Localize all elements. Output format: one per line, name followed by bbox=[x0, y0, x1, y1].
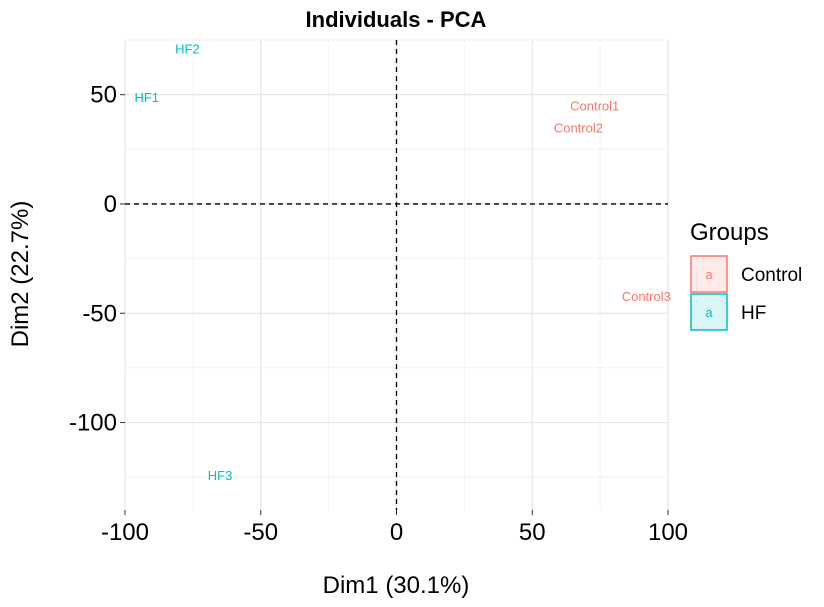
legend: Groups a Control a HF bbox=[690, 219, 802, 331]
legend-key-glyph: a bbox=[705, 267, 713, 282]
legend-label-hf: HF bbox=[741, 303, 766, 324]
legend-key-glyph: a bbox=[705, 305, 713, 320]
legend-key-hf bbox=[690, 293, 728, 331]
y-axis-title: Dim2 (22.7%) bbox=[7, 201, 34, 348]
x-tick-label: -50 bbox=[243, 519, 278, 546]
x-tick-label: 100 bbox=[648, 519, 688, 546]
x-axis-title: Dim1 (30.1%) bbox=[323, 572, 470, 599]
point-label-hf1: HF1 bbox=[134, 90, 159, 105]
x-tick-label: -100 bbox=[101, 519, 149, 546]
point-label-control3: Control3 bbox=[622, 289, 671, 304]
point-label-hf3: HF3 bbox=[208, 468, 233, 483]
legend-title: Groups bbox=[690, 219, 769, 246]
chart-title: Individuals - PCA bbox=[306, 7, 487, 32]
x-tick-label: 0 bbox=[390, 519, 403, 546]
point-label-control2: Control2 bbox=[554, 120, 603, 135]
legend-label-control: Control bbox=[741, 265, 802, 286]
plot-area: -100 -50 0 50 100 -100 -50 0 50 Control1 Control2 C… bbox=[69, 39, 688, 546]
y-tick-label: 50 bbox=[90, 82, 117, 109]
y-tick-label: 0 bbox=[104, 191, 117, 218]
y-tick-label: -50 bbox=[82, 300, 117, 327]
y-tick-label: -100 bbox=[69, 410, 117, 437]
legend-key-control bbox=[690, 255, 728, 293]
point-label-control1: Control1 bbox=[570, 99, 619, 114]
point-label-hf2: HF2 bbox=[175, 42, 200, 57]
x-tick-label: 50 bbox=[519, 519, 546, 546]
